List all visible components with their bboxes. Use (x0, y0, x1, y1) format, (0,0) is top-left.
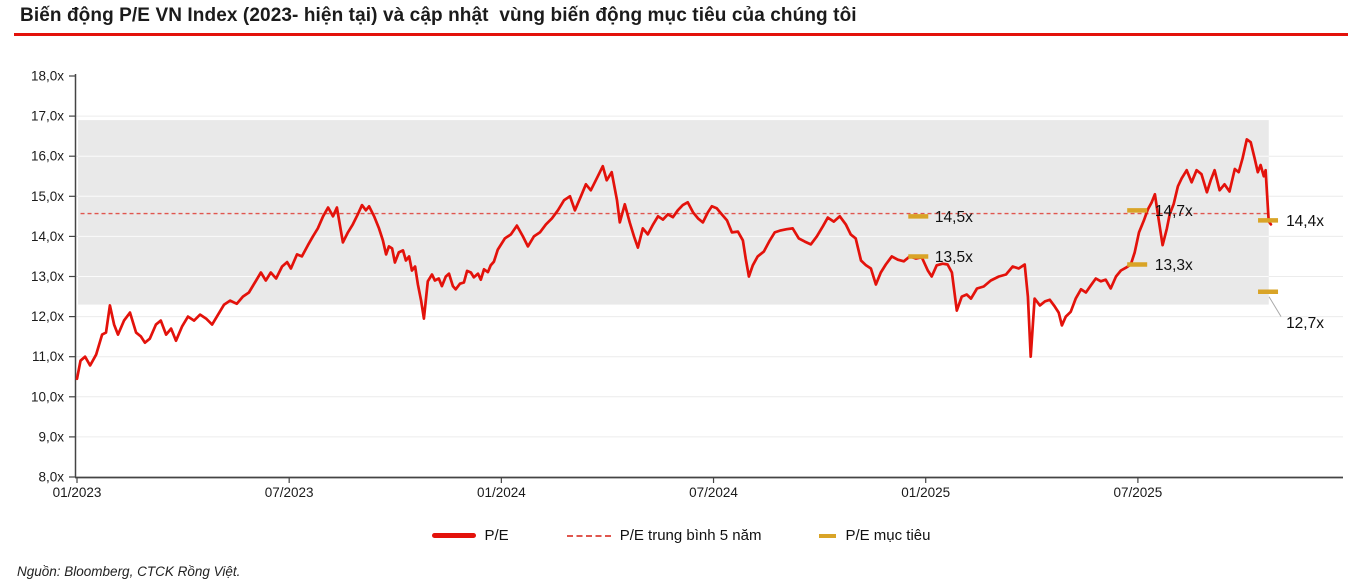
target-annotation-label: 14,5x (935, 209, 973, 226)
pe-line-swatch-icon (431, 533, 476, 538)
y-axis-label: 16,0x (31, 149, 64, 164)
y-axis-label: 17,0x (31, 109, 64, 124)
page-title: Biến động P/E VN Index (2023- hiện tại) … (20, 5, 857, 26)
avg-dashed-swatch-icon (566, 534, 611, 537)
source-note: Nguồn: Bloomberg, CTCK Rồng Việt. (17, 564, 241, 579)
y-axis-label: 12,0x (31, 309, 64, 324)
target-annotation-label: 14,7x (1155, 203, 1193, 220)
x-axis-label: 01/2025 (901, 485, 950, 500)
legend-item-pe: P/E (431, 527, 509, 544)
y-axis-label: 18,0x (31, 69, 64, 84)
y-axis-label: 8,0x (38, 470, 64, 485)
chart-legend: P/E P/E trung bình 5 năm P/E mục tiêu (0, 527, 1362, 544)
x-axis-label: 07/2023 (265, 485, 314, 500)
x-axis-label: 07/2024 (689, 485, 738, 500)
x-axis-label: 07/2025 (1113, 485, 1162, 500)
x-axis-label: 01/2024 (477, 485, 526, 500)
legend-item-avg: P/E trung bình 5 năm (566, 527, 762, 544)
pe-chart-svg: 8,0x 9,0x 10,0x 11,0x 12,0x 13,0x 14,0x 15,0x 16… (31, 69, 1343, 500)
y-axis-label: 14,0x (31, 229, 64, 244)
y-axis-label: 15,0x (31, 189, 64, 204)
legend-label-target: P/E mục tiêu (845, 527, 931, 544)
annotation-connector (1268, 296, 1282, 317)
y-axis-label: 13,0x (31, 269, 64, 284)
y-axis-label: 10,0x (31, 389, 64, 404)
target-dash-swatch-icon (819, 533, 837, 538)
legend-item-target: P/E mục tiêu (819, 527, 931, 544)
target-zone-band (78, 120, 1269, 305)
y-axis-label: 9,0x (38, 429, 64, 444)
pe-line-series (75, 138, 1273, 381)
target-annotation-label: 13,3x (1155, 257, 1193, 274)
target-annotation-label: 13,5x (935, 249, 973, 266)
target-annotation-label: 14,4x (1286, 213, 1324, 230)
x-axis-label: 01/2023 (53, 485, 102, 500)
target-annotation-label: 12,7x (1286, 315, 1324, 332)
legend-label-avg: P/E trung bình 5 năm (619, 527, 762, 544)
y-axis-label: 11,0x (32, 349, 64, 364)
legend-label-pe: P/E (484, 527, 509, 544)
title-underline (14, 33, 1348, 36)
pe-chart: 8,0x 9,0x 10,0x 11,0x 12,0x 13,0x 14,0x 15,0x 16… (31, 69, 1343, 500)
